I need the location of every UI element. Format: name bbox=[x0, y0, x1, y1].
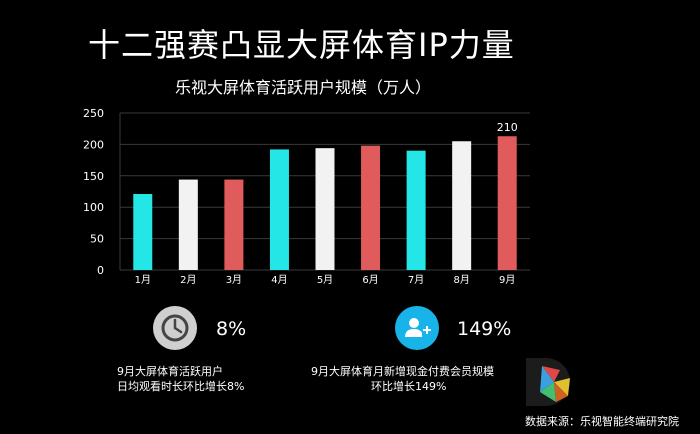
x-tick-label: 8月 bbox=[453, 274, 469, 286]
y-tick-label: 0 bbox=[97, 264, 104, 277]
x-tick-label: 6月 bbox=[362, 274, 378, 286]
y-tick-label: 100 bbox=[83, 201, 104, 214]
bar bbox=[269, 149, 289, 270]
bar bbox=[224, 179, 244, 270]
y-tick-label: 150 bbox=[83, 170, 104, 183]
clock-icon bbox=[153, 306, 197, 350]
main-title: 十二强赛凸显大屏体育IP力量 bbox=[88, 26, 515, 64]
axes: 0 50 100 150 200 250 bbox=[83, 107, 121, 277]
bars bbox=[133, 136, 517, 270]
y-tick-label: 250 bbox=[83, 107, 104, 120]
labels: 1月 2月 3月 4月 5月 6月 7月 8月 9月 210 bbox=[135, 121, 518, 286]
bar bbox=[497, 136, 517, 270]
x-tick-label: 4月 bbox=[271, 274, 287, 286]
desc-line: 9月大屏体育活跃用户 bbox=[117, 365, 223, 378]
y-tick-label: 50 bbox=[90, 233, 104, 246]
paid-member-growth-description: 9月大屏体育月新增现金付费会员规模 环比增长149% bbox=[311, 364, 494, 394]
watch-time-growth-value: 8% bbox=[216, 318, 247, 340]
x-tick-label: 1月 bbox=[135, 274, 151, 286]
add-user-icon bbox=[395, 306, 439, 350]
paid-member-growth-value: 149% bbox=[457, 318, 512, 340]
chart-title: 乐视大屏体育活跃用户规模（万人） bbox=[175, 78, 432, 97]
desc-line: 环比增长149% bbox=[371, 380, 447, 393]
x-tick-label: 9月 bbox=[499, 274, 515, 286]
bar bbox=[133, 194, 153, 270]
x-tick-label: 2月 bbox=[180, 274, 196, 286]
y-tick-label: 200 bbox=[83, 138, 104, 151]
bar bbox=[452, 141, 472, 270]
data-source: 数据来源：乐视智能终端研究院 bbox=[525, 415, 679, 428]
watch-time-growth-description: 9月大屏体育活跃用户 日均观看时长环比增长8% bbox=[117, 364, 244, 394]
x-tick-label: 5月 bbox=[317, 274, 333, 286]
desc-line: 9月大屏体育月新增现金付费会员规模 bbox=[311, 365, 494, 378]
bar bbox=[406, 150, 426, 270]
bar bbox=[315, 148, 335, 270]
bar bbox=[178, 179, 198, 270]
x-tick-label: 3月 bbox=[226, 274, 242, 286]
bar bbox=[361, 145, 381, 270]
x-tick-label: 7月 bbox=[408, 274, 424, 286]
letv-research-logo bbox=[526, 358, 570, 406]
desc-line: 日均观看时长环比增长8% bbox=[117, 380, 245, 393]
data-label: 210 bbox=[497, 121, 518, 134]
